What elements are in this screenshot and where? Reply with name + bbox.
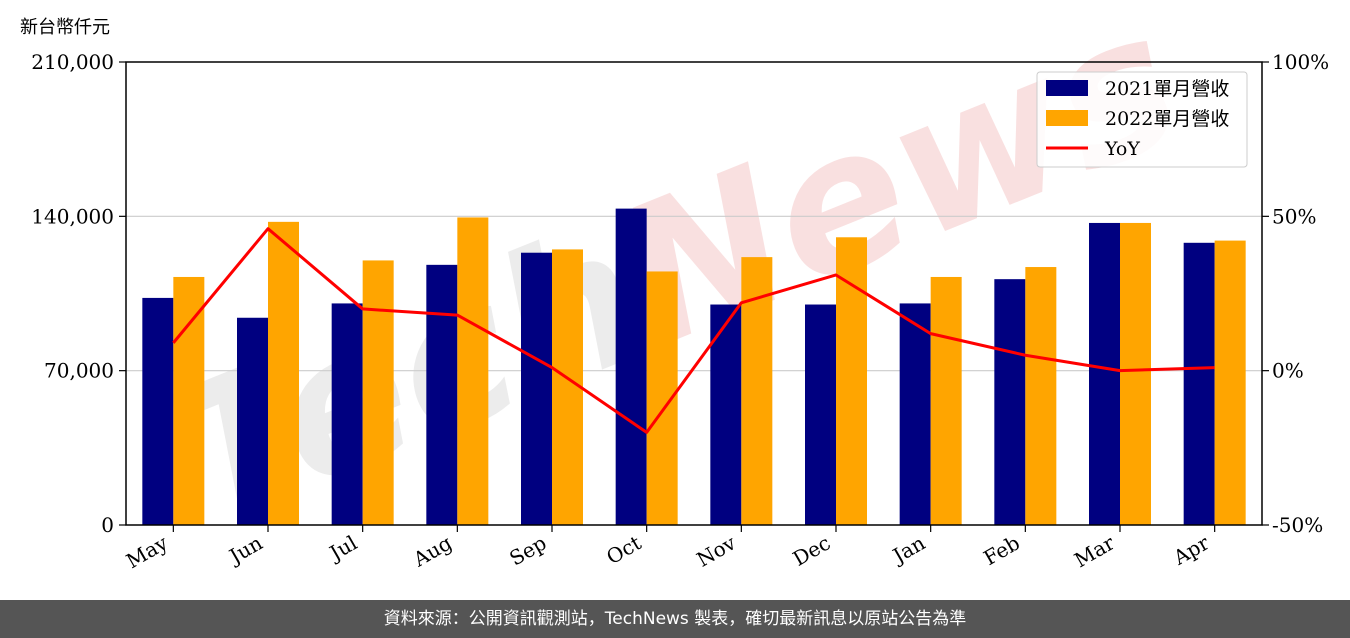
- bar-2021-jul: [331, 303, 363, 525]
- x-tick-label-oct: Oct: [602, 531, 645, 570]
- x-tick-label-apr: Apr: [1168, 530, 1213, 570]
- bar-2021-feb: [994, 279, 1026, 525]
- legend-swatch-2021: [1046, 80, 1088, 96]
- gridlines: [126, 215, 1262, 372]
- left-tick-label: 210,000: [31, 50, 114, 74]
- x-tick-label-dec: Dec: [789, 531, 835, 571]
- bar-2022-feb: [1025, 267, 1057, 525]
- bar-2022-jul: [362, 260, 394, 525]
- bar-2022-aug: [457, 217, 489, 525]
- bar-2021-jan: [899, 303, 931, 525]
- bar-2021-oct: [615, 208, 647, 525]
- left-axis: 0 70,000 140,000 210,000: [31, 50, 126, 537]
- legend-label-2021: 2021單月營收: [1105, 78, 1229, 100]
- bar-2021-aug: [426, 264, 458, 525]
- left-tick-label: 140,000: [31, 204, 114, 228]
- x-tick-label-nov: Nov: [692, 530, 740, 572]
- bar-2021-apr: [1183, 242, 1215, 526]
- bar-2022-jun: [268, 221, 299, 525]
- yoy-line-series: [172, 227, 1215, 434]
- bar-2021-jun: [237, 317, 268, 525]
- legend-swatch-2022: [1046, 110, 1088, 126]
- yoy-line: [172, 227, 1215, 434]
- axes-border: [125, 61, 1263, 526]
- bar-2022-mar: [1120, 222, 1151, 525]
- x-tick-label-may: May: [122, 530, 172, 573]
- right-tick-label: 50%: [1272, 204, 1316, 228]
- right-tick-label: 0%: [1272, 359, 1304, 383]
- bar-series: [142, 208, 1246, 526]
- bar-2022-apr: [1214, 240, 1246, 526]
- x-tick-label-mar: Mar: [1070, 530, 1119, 572]
- bar-2022-sep: [552, 249, 583, 525]
- bar-2021-may: [142, 297, 174, 525]
- x-tick-label-jul: Jul: [324, 531, 361, 566]
- right-axis: -50% 0% 50% 100%: [1262, 50, 1329, 537]
- legend: 2021單月營收 2022單月營收 YoY: [1036, 71, 1248, 168]
- plot-frame: [125, 61, 1263, 526]
- x-tick-label-aug: Aug: [408, 530, 456, 571]
- bar-2021-nov: [710, 304, 742, 525]
- bar-2021-sep: [521, 252, 552, 525]
- x-tick-label-sep: Sep: [505, 531, 550, 571]
- right-tick-label: -50%: [1272, 513, 1323, 537]
- y-unit-label: 新台幣仟元: [20, 17, 110, 38]
- left-tick-label: 0: [101, 513, 114, 537]
- left-tick-label: 70,000: [44, 359, 114, 383]
- legend-label-2022: 2022單月營收: [1105, 108, 1229, 130]
- right-tick-label: 100%: [1272, 50, 1329, 74]
- source-footer: 資料來源：公開資訊觀測站，TechNews 製表，確切最新訊息以原站公告為準: [0, 600, 1350, 638]
- bar-2021-mar: [1089, 222, 1120, 525]
- x-tick-label-jan: Jan: [887, 530, 929, 568]
- bar-2022-dec: [836, 237, 867, 525]
- x-tick-label-feb: Feb: [979, 531, 1023, 570]
- legend-label-yoy: YoY: [1104, 138, 1140, 160]
- bar-2022-jan: [930, 276, 962, 525]
- bar-2022-may: [173, 276, 205, 525]
- bar-2021-dec: [805, 304, 836, 525]
- legend-box: [1036, 71, 1248, 168]
